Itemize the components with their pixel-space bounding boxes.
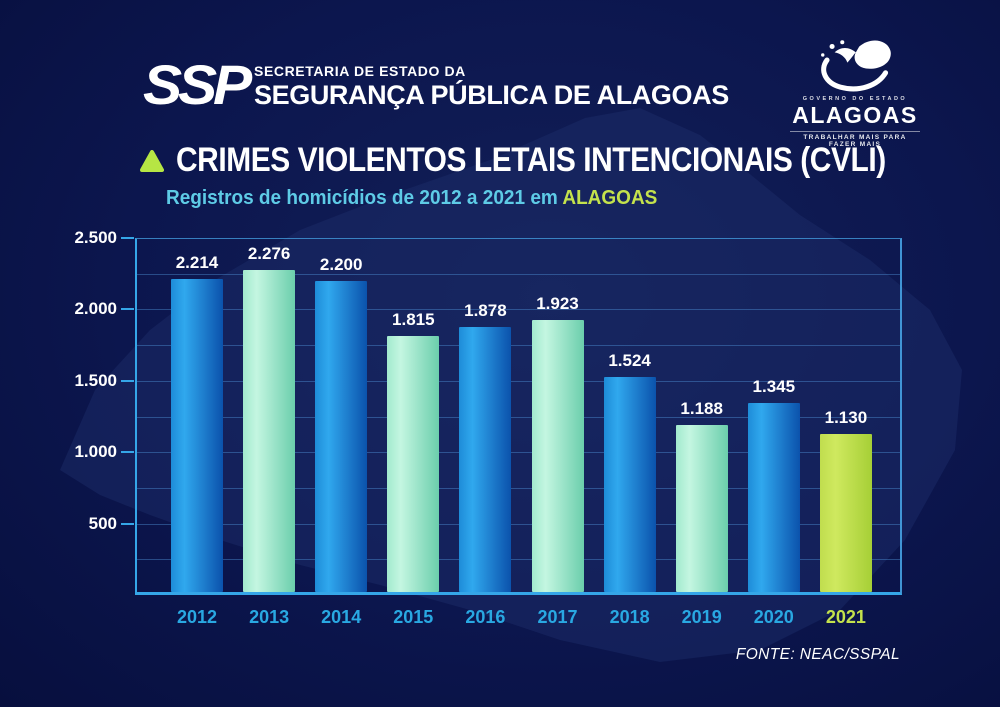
bar-value-label: 1.923 [536,294,579,314]
x-axis-label: 2012 [176,607,218,627]
bar [531,320,584,592]
x-axis-label: 2014 [321,607,362,627]
y-axis-tick [121,308,134,311]
y-axis-label: 1.500 [74,370,117,390]
gridline [137,452,900,454]
x-axis-label: 2021 [825,607,866,627]
source-note: FONTE: NEAC/SSPAL [735,646,900,663]
bar-value-label: 1.815 [392,309,435,329]
ssp-logo: SSP [143,53,252,116]
gov-name: ALAGOAS [792,102,918,128]
bar-value-label: 2.200 [319,254,363,274]
alagoas-government-logo: GOVERNO DO ESTADO ALAGOAS TRABALHAR MAIS… [790,38,920,148]
x-axis-label: 2013 [249,607,290,627]
y-axis-label: 2.500 [74,228,117,247]
x-axis-label: 2017 [537,607,578,627]
bar-value-label: 1.878 [464,300,507,320]
subtitle-highlight: ALAGOAS [562,187,658,209]
bar [243,270,296,592]
y-axis-tick [121,522,134,525]
x-axis-label: 2019 [681,607,722,627]
page-title: CRIMES VIOLENTOS LETAIS INTENCIONAIS (CV… [176,141,886,179]
gridline [137,523,900,525]
y-axis-label: 2.000 [74,299,117,319]
bar [315,280,368,592]
y-axis-label: 1.000 [74,442,117,462]
chart-title-row: CRIMES VIOLENTOS LETAIS INTENCIONAIS (CV… [140,141,983,180]
gov-small-caption: GOVERNO DO ESTADO [802,96,908,102]
bar [387,335,440,592]
bar [171,278,223,592]
gov-tagline: TRABALHAR MAIS PARA FAZER MAIS [790,131,920,148]
x-axis-label: 2016 [465,607,506,627]
department-line2: SEGURANÇA PÚBLICA DE ALAGOAS [254,80,729,110]
bar-value-label: 1.345 [752,376,796,396]
bar [675,425,728,592]
bar [459,326,512,592]
gridline [137,345,900,347]
bar-value-label: 2.276 [247,244,291,263]
bar-value-label: 1.188 [680,399,723,419]
bar-value-label: 2.214 [175,252,219,272]
gridline [137,559,900,561]
y-axis-tick [121,451,134,454]
gridline [137,416,900,418]
gridline [137,380,900,382]
y-axis-tick [121,237,134,239]
bar [603,377,656,592]
bar-value-label: 1.130 [824,407,868,427]
department-line1: SECRETARIA DE ESTADO DA [254,63,466,79]
x-axis-label: 2018 [609,607,650,627]
gridline [137,273,900,275]
gridline [137,487,900,489]
subtitle-prefix: Registros de homicídios de 2012 a 2021 e… [166,187,563,209]
bar [747,402,800,592]
bar-value-label: 1.524 [608,351,651,371]
bar [819,433,872,592]
x-axis-label: 2020 [753,607,794,627]
y-axis-tick [121,379,134,382]
department-title: SECRETARIA DE ESTADO DA SEGURANÇA PÚBLIC… [254,63,729,111]
plot-area [135,238,902,595]
triangle-bullet-icon [140,149,164,172]
y-axis-label: 500 [88,513,117,533]
x-axis-label: 2015 [393,607,434,627]
gridline [137,309,900,311]
page-subtitle: Registros de homicídios de 2012 a 2021 e… [166,187,657,210]
whale-splash-icon [821,40,891,92]
